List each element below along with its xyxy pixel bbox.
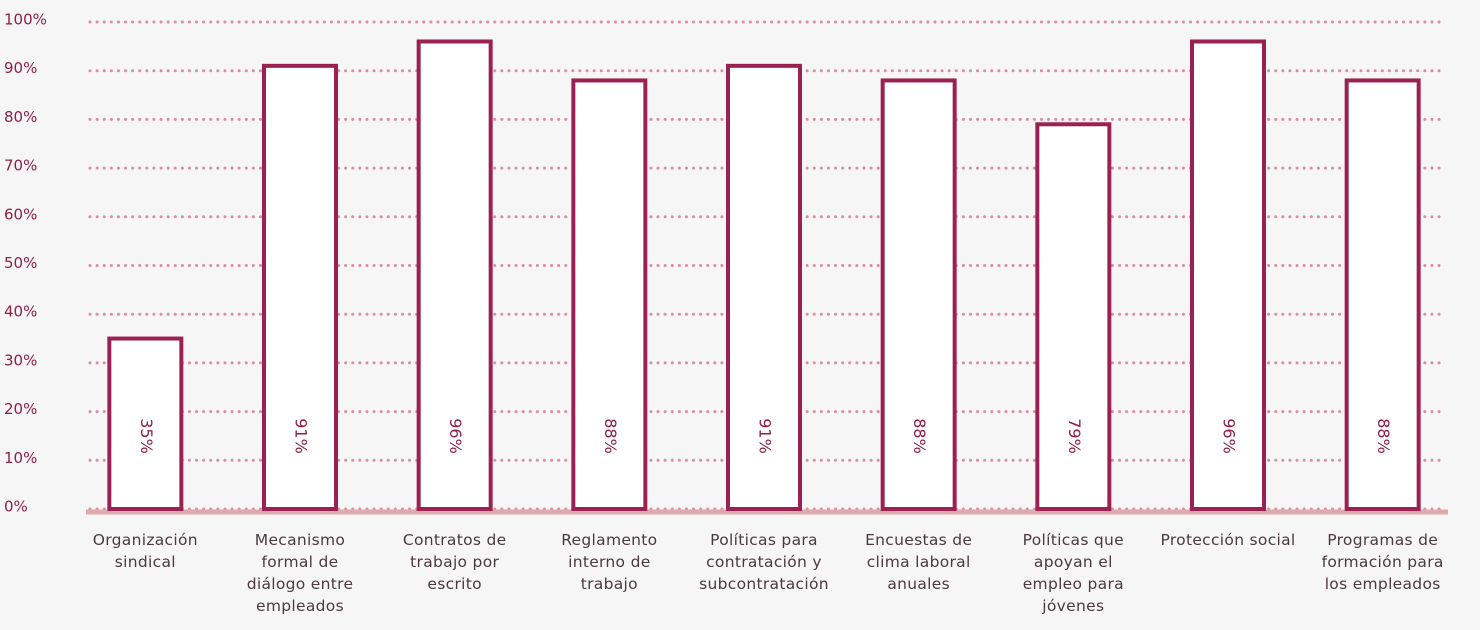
data-label: 79%	[1065, 418, 1084, 454]
y-tick-label: 0%	[4, 498, 28, 516]
x-tick-label: Políticas para contratación y subcontrat…	[699, 531, 829, 593]
y-tick-label: 80%	[4, 108, 37, 126]
x-tick-label: Organización sindical	[92, 531, 198, 571]
bar	[262, 63, 338, 512]
x-tick-label: Programas de formación para los empleado…	[1321, 531, 1444, 593]
x-tick-label: Mecanismo formal de diálogo entre emplea…	[246, 531, 354, 615]
x-tick-label: Reglamento interno de trabajo	[561, 531, 658, 593]
bar	[1035, 122, 1112, 512]
y-tick-label: 10%	[4, 449, 37, 467]
data-label: 35%	[137, 418, 156, 454]
x-tick-label: Contratos de trabajo por escrito	[402, 531, 507, 593]
bar	[1344, 78, 1421, 511]
y-tick-label: 100%	[4, 11, 47, 29]
data-label: 91%	[292, 418, 311, 454]
bar	[571, 78, 648, 511]
x-tick-label: Políticas que apoyan el empleo para jóve…	[1022, 531, 1125, 615]
bar	[880, 78, 957, 511]
y-tick-label: 40%	[4, 303, 37, 321]
y-tick-label: 60%	[4, 205, 37, 223]
data-label: 88%	[1374, 418, 1393, 454]
data-label: 88%	[910, 418, 929, 454]
x-tick-label: Encuestas de clima laboral anuales	[865, 531, 973, 593]
y-tick-label: 90%	[4, 59, 37, 77]
y-tick-label: 70%	[4, 157, 37, 175]
bar	[726, 63, 802, 512]
y-tick-label: 50%	[4, 254, 37, 272]
bar	[107, 336, 184, 511]
bar	[416, 39, 493, 511]
data-label: 88%	[601, 418, 620, 454]
y-tick-label: 20%	[4, 400, 37, 418]
bar	[1190, 39, 1266, 511]
y-tick-label: 30%	[4, 351, 37, 369]
data-label: 91%	[756, 418, 775, 454]
data-label: 96%	[1220, 418, 1239, 454]
data-label: 96%	[446, 418, 465, 454]
x-tick-label: Protección social	[1160, 531, 1296, 549]
